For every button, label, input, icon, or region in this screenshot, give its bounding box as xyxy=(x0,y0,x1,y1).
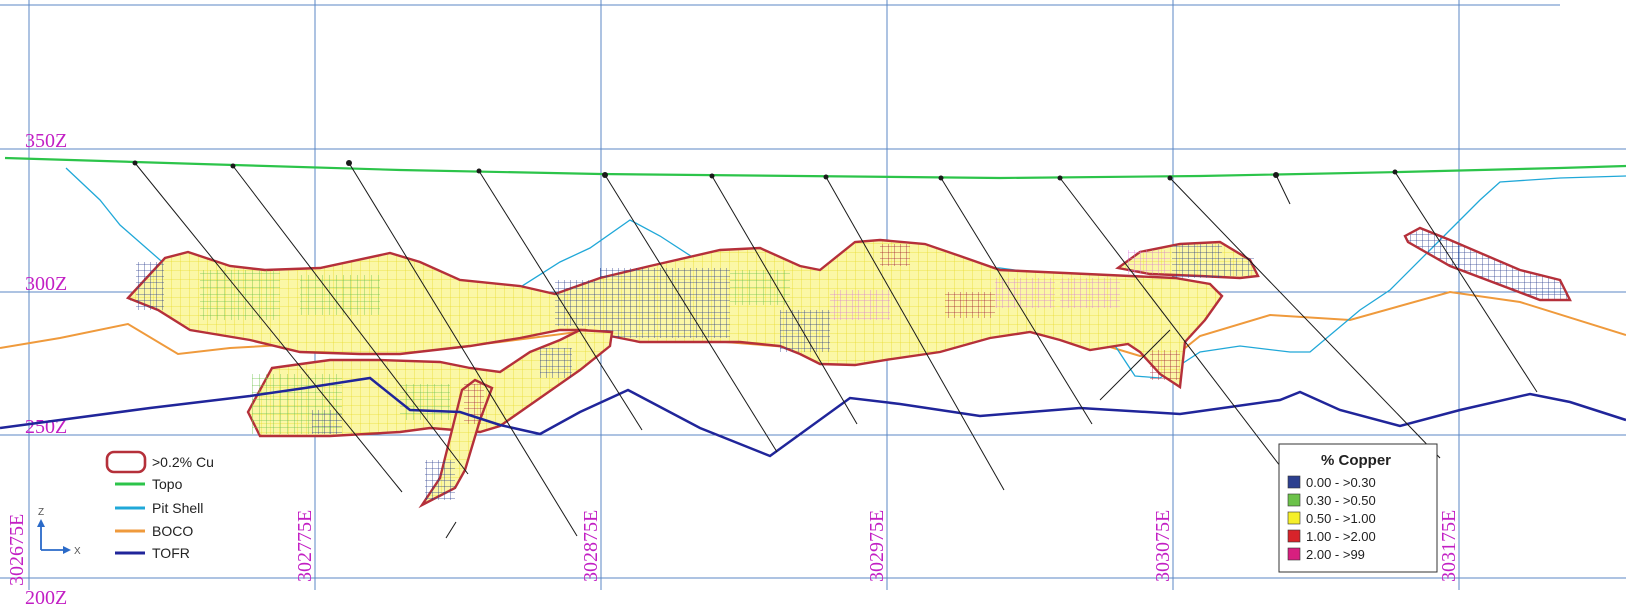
grade-label-3: 1.00 - >2.00 xyxy=(1306,529,1376,544)
legend-label-topo: Topo xyxy=(152,476,183,492)
z-axis-letter: Z xyxy=(38,507,44,518)
drill-collars xyxy=(132,160,1398,181)
line-legend: >0.2% Cu Topo Pit Shell BOCO TOFR xyxy=(105,450,214,561)
grade-swatch-3 xyxy=(1287,529,1301,543)
ore-body-upper-right xyxy=(1115,240,1260,280)
x-axis-letter: X xyxy=(74,546,81,557)
axis-indicator: Z X xyxy=(37,507,81,557)
grade-swatch-2 xyxy=(1287,511,1301,525)
grade-label-4: 2.00 - >99 xyxy=(1306,547,1365,562)
copper-grade-legend: % Copper 0.00 - >0.30 0.30 - >0.50 0.50 … xyxy=(1278,443,1438,573)
grade-swatch-1 xyxy=(1287,493,1301,507)
easting-label-302675e: 302675E xyxy=(6,514,28,586)
ore-body-far-right xyxy=(1403,226,1572,302)
tofr-line xyxy=(0,376,1626,458)
easting-label-302975e: 302975E xyxy=(866,510,888,582)
topo-line xyxy=(4,156,1626,180)
grade-swatch-0 xyxy=(1287,475,1301,489)
easting-label-302875e: 302875E xyxy=(580,510,602,582)
grade-swatch-4 xyxy=(1287,547,1301,561)
ore-body-main xyxy=(125,238,1224,390)
cu-outline-swatch xyxy=(105,450,147,474)
grade-label-1: 0.30 - >0.50 xyxy=(1306,493,1376,508)
copper-legend-title: % Copper xyxy=(1321,452,1391,469)
elevation-label-300z: 300Z xyxy=(25,273,67,295)
legend-label-boco: BOCO xyxy=(152,523,193,539)
elevation-label-200z: 200Z xyxy=(25,587,67,609)
grade-label-2: 0.50 - >1.00 xyxy=(1306,511,1376,526)
copper-legend-box xyxy=(1278,443,1438,573)
ore-body-dike xyxy=(418,378,494,509)
legend-label-cu-outline: >0.2% Cu xyxy=(152,454,214,470)
legend-label-tofr: TOFR xyxy=(152,545,190,561)
grade-label-0: 0.00 - >0.30 xyxy=(1306,475,1376,490)
easting-label-303075e: 303075E xyxy=(1152,510,1174,582)
elevation-label-350z: 350Z xyxy=(25,130,67,152)
legend-label-pit-shell: Pit Shell xyxy=(152,500,203,516)
easting-label-303175e: 303175E xyxy=(1438,510,1460,582)
easting-label-302775e: 302775E xyxy=(294,510,316,582)
